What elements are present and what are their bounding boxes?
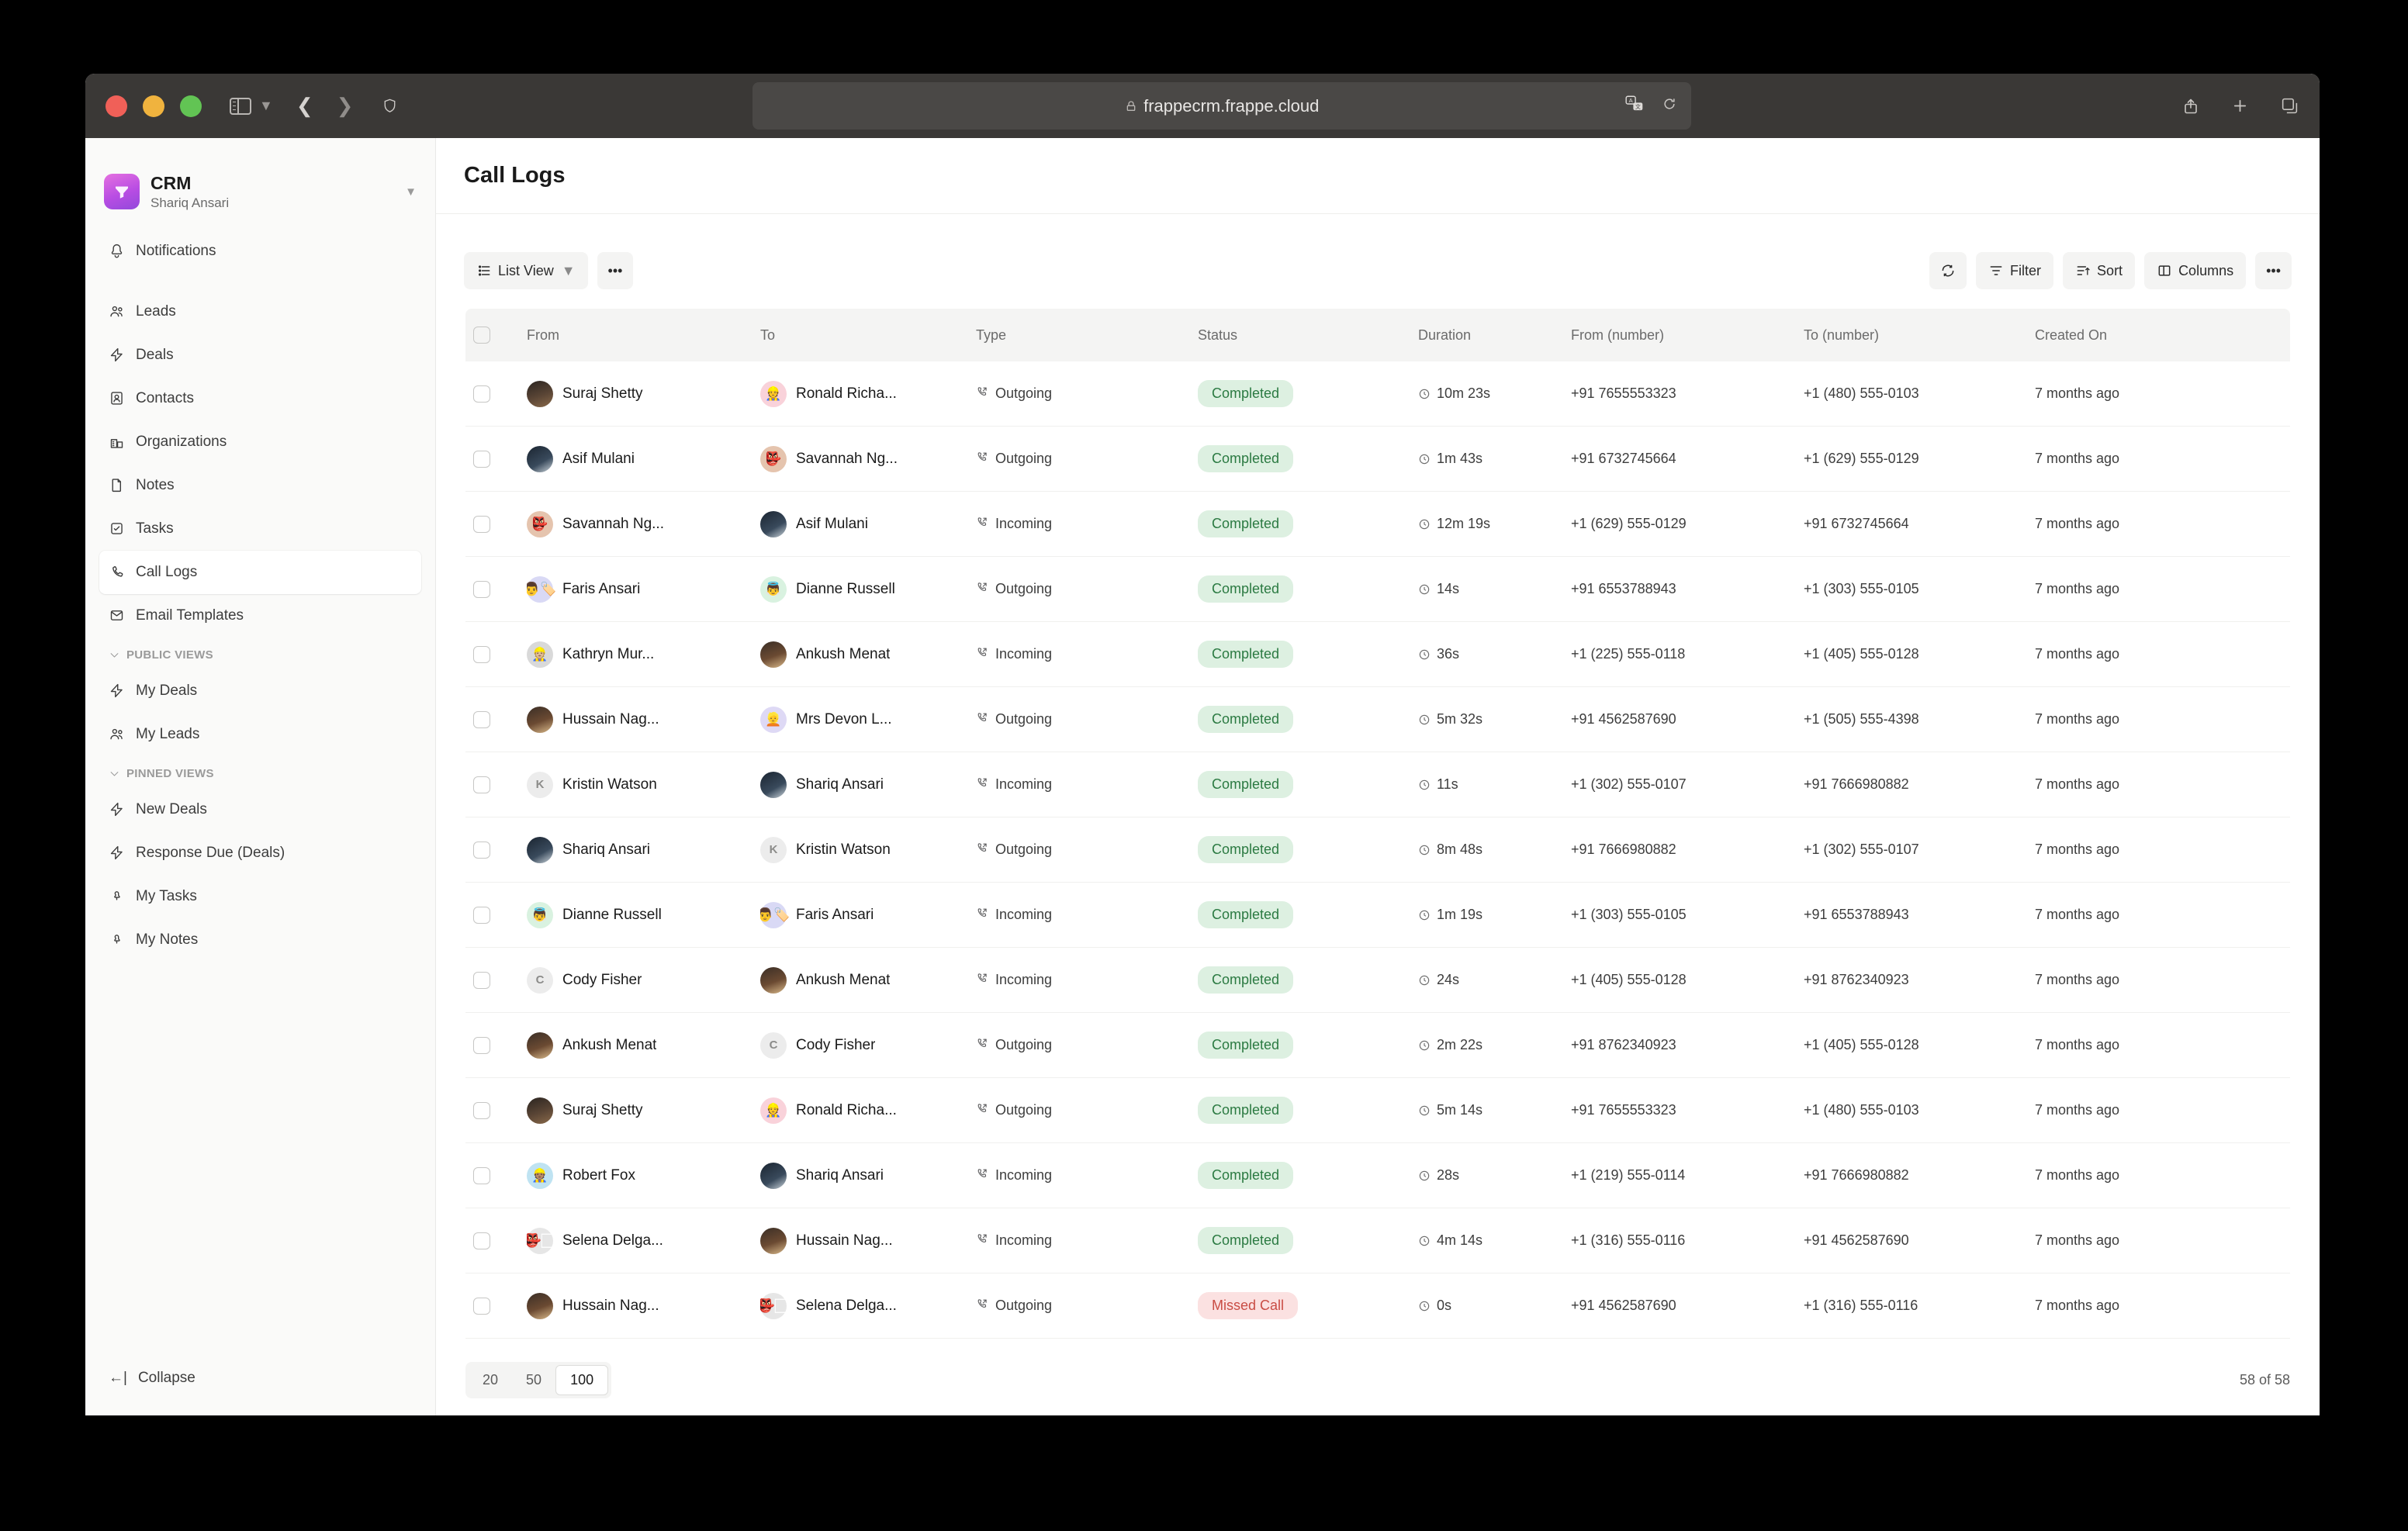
svg-text:文: 文 [1635,103,1641,110]
svg-text:A: A [1629,97,1634,104]
